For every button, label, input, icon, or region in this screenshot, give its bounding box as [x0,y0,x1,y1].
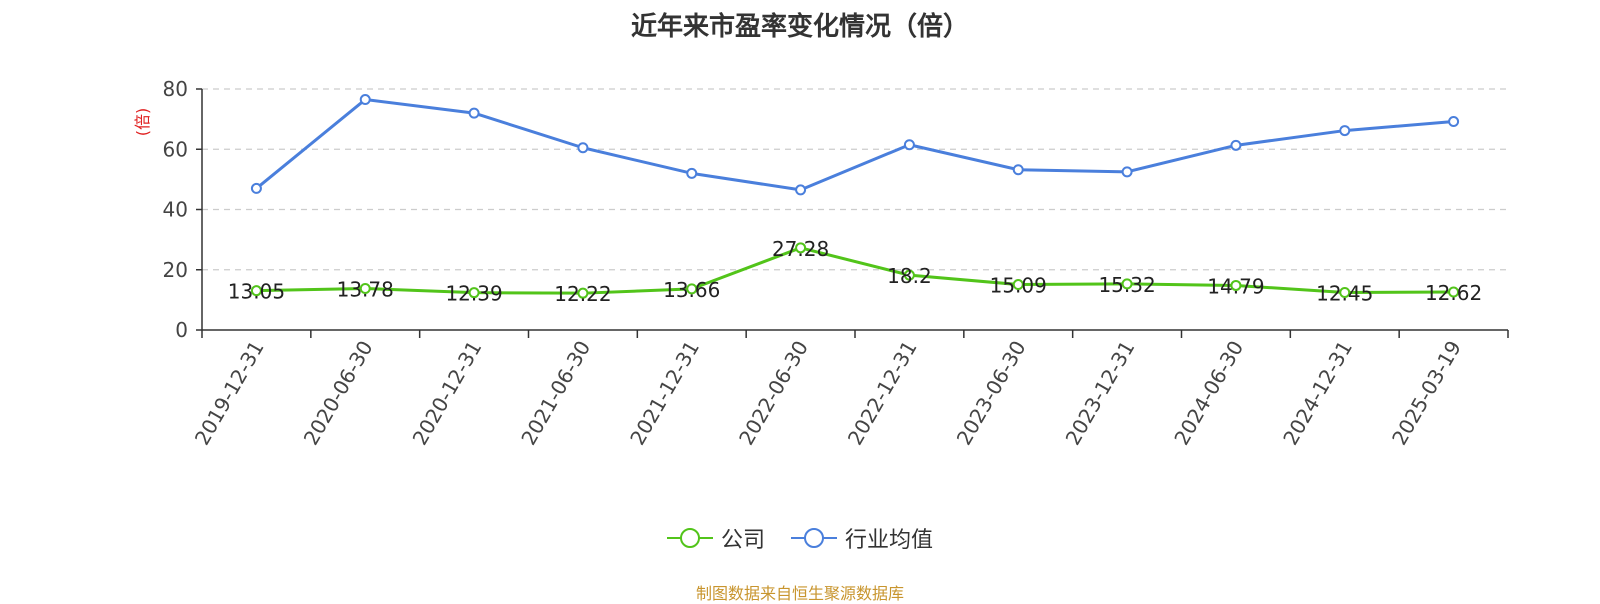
data-point [468,107,480,119]
data-label: 14.79 [1207,274,1264,298]
grid-lines [202,88,1508,271]
data-point [1230,279,1242,291]
data-point [903,269,915,281]
legend-item-company[interactable]: 公司 [666,522,765,554]
data-point [250,285,262,297]
data-label: 12.45 [1316,281,1373,305]
legend-label-industry: 行业均值 [845,528,934,553]
y-tick-label: 40 [163,198,188,222]
series-line-0 [256,246,1454,295]
series-line-1 [255,98,1454,192]
data-label: 15.09 [990,274,1047,298]
data-point [1339,286,1351,298]
data-point [795,184,807,196]
data-point [359,282,371,294]
x-tick-label: 2025-03-19 [1387,337,1466,450]
x-tick-label: 2022-06-30 [734,337,813,450]
y-tick-label: 0 [175,318,188,342]
data-labels: 13.05 13.78 12.39 12.22 13.66 27.28 18.2 15.09 1… [228,237,1482,306]
data-point [903,139,915,151]
data-point [1448,286,1460,298]
axes: 0 20 40 60 80 (倍) 2019-12-31 2020-06-30 2020-12-… [133,77,1509,450]
chart-title: 近年来市盈率变化情况（倍） [630,12,969,42]
legend-marker-company-icon [666,528,713,548]
data-point [577,142,589,154]
data-point [1230,139,1242,151]
x-tick-label: 2022-12-31 [843,337,922,450]
data-point [250,182,262,194]
legend-label-company: 公司 [720,528,765,553]
x-tick-label: 2021-06-30 [516,337,595,450]
data-label: 12.22 [554,282,611,306]
data-point [1339,125,1351,137]
data-point [577,287,589,299]
data-point [686,167,698,179]
x-tick-label: 2021-12-31 [625,337,704,450]
data-point [1121,278,1133,290]
x-tick-label: 2020-06-30 [299,337,378,450]
data-point [468,287,480,299]
x-tick-label: 2019-12-31 [190,337,269,450]
data-label: 12.39 [445,282,502,306]
series-lines [250,94,1460,299]
x-tick-label: 2023-12-31 [1061,337,1140,450]
y-tick-label: 60 [163,137,188,161]
data-point [359,94,371,106]
data-label: 13.05 [228,280,285,304]
data-point [795,242,807,254]
source-note: 制图数据来自恒生聚源数据库 [695,584,904,603]
legend: 公司 行业均值 [0,522,1600,554]
x-tick-label: 2024-12-31 [1278,337,1357,450]
legend-item-industry[interactable]: 行业均值 [791,522,933,554]
x-tick-label: 2023-06-30 [952,337,1031,450]
data-point [1448,116,1460,128]
x-tick-label: 2024-06-30 [1169,337,1248,450]
legend-marker-industry-icon [791,528,837,548]
y-tick-label: 20 [163,258,188,282]
data-point [686,283,698,295]
y-tick-label: 80 [163,77,188,101]
data-label: 27.28 [772,237,829,261]
data-label: 12.62 [1425,281,1482,305]
x-tick-label: 2020-12-31 [408,337,487,450]
data-label: 13.78 [337,277,394,301]
data-point [1012,279,1024,291]
data-label: 15.32 [1098,273,1155,297]
data-point [1012,164,1024,176]
data-point [1121,166,1133,178]
y-axis-label: (倍) [133,108,152,137]
data-label: 13.66 [663,278,720,302]
data-label: 18.2 [887,264,932,288]
